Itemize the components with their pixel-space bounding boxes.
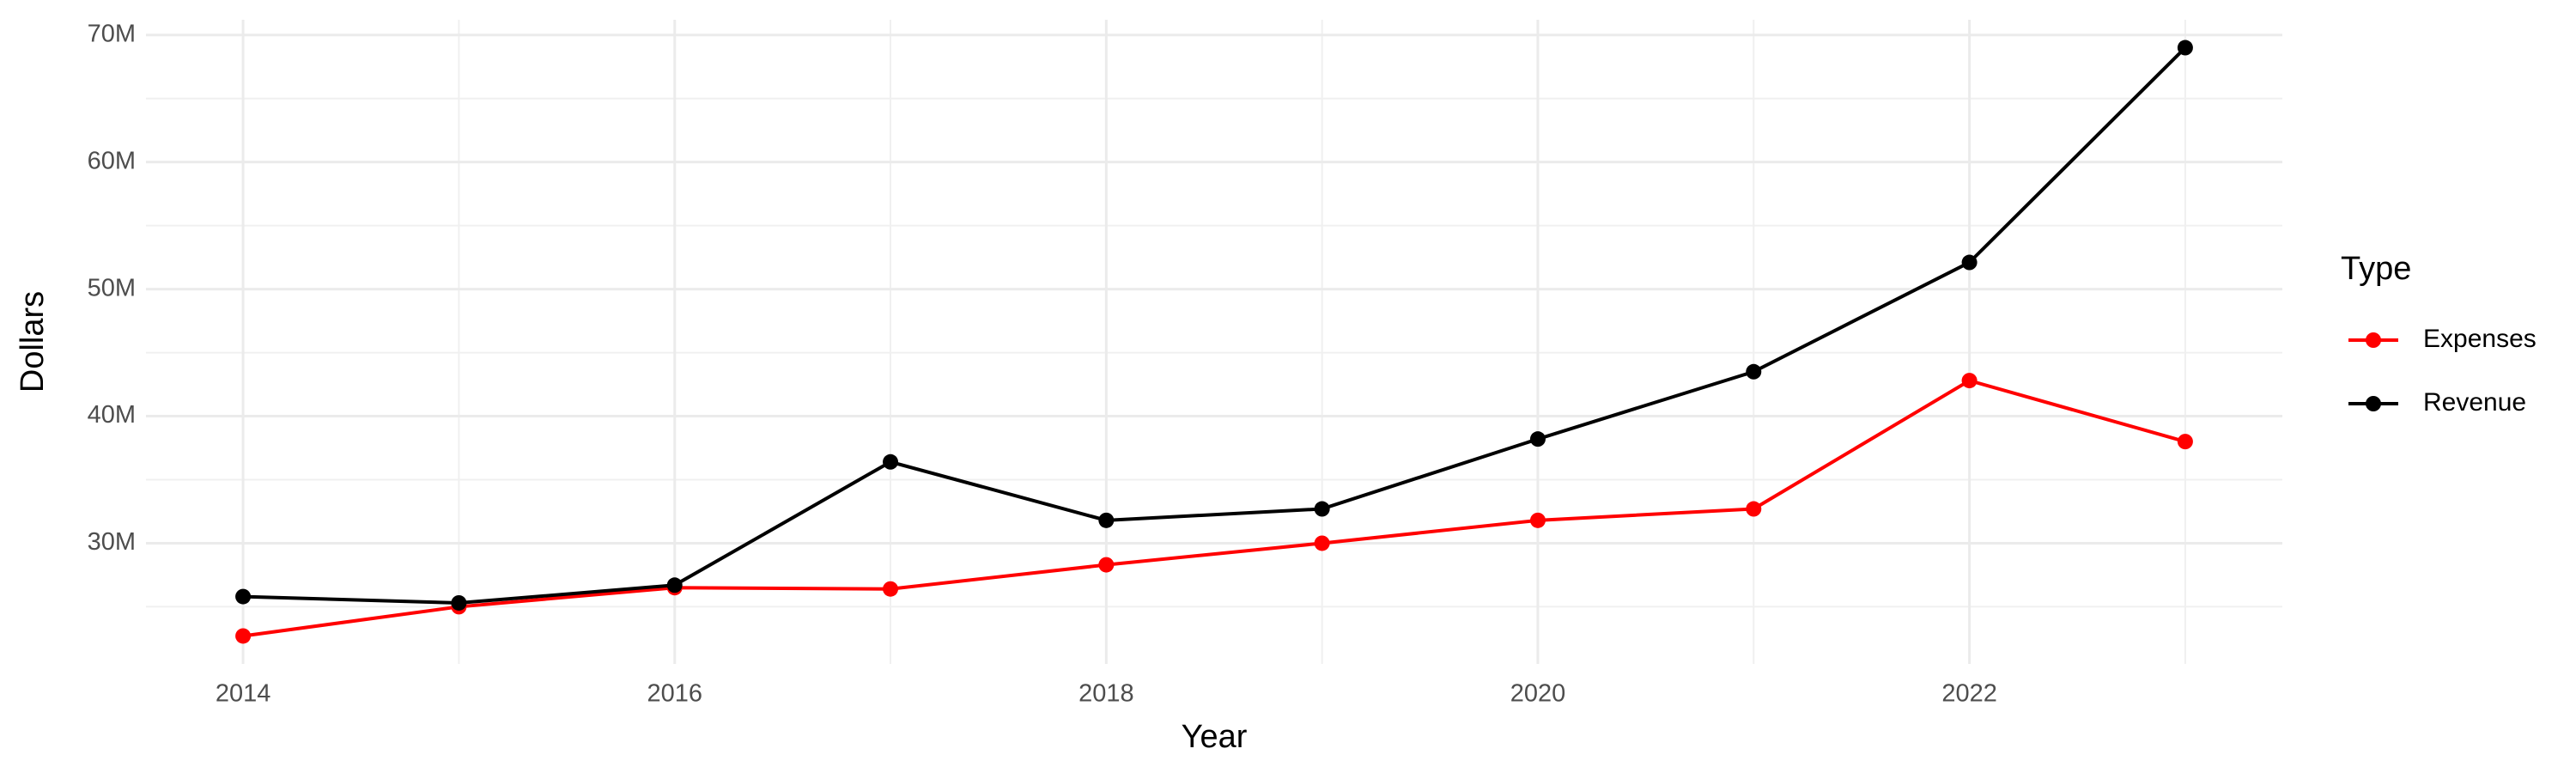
point <box>1529 512 1546 528</box>
point <box>235 588 252 605</box>
y-tick-label: 40M <box>88 401 136 429</box>
point <box>1314 535 1330 551</box>
legend-key <box>2366 332 2381 348</box>
series-line <box>243 46 2187 605</box>
point <box>1746 501 1762 517</box>
point <box>883 581 899 597</box>
series-line <box>242 378 2186 638</box>
y-tick-label: 30M <box>88 528 136 556</box>
point <box>1746 363 1762 380</box>
x-tick-label: 2022 <box>1941 680 1997 708</box>
point <box>1961 373 1978 389</box>
x-tick-label: 2016 <box>647 680 702 708</box>
point <box>1529 431 1546 447</box>
legend-key <box>2366 396 2381 411</box>
y-tick-label: 50M <box>88 274 136 301</box>
legend-label: Expenses <box>2423 325 2537 353</box>
point <box>1098 557 1115 573</box>
point <box>451 594 467 611</box>
x-tick-label: 2018 <box>1078 680 1134 708</box>
point <box>235 628 252 644</box>
legend-label: Revenue <box>2423 388 2526 417</box>
x-axis-title: Year <box>1182 719 1248 755</box>
point <box>883 453 899 470</box>
legend-title: Type <box>2341 251 2411 287</box>
point <box>1961 254 1978 271</box>
x-tick-label: 2014 <box>216 680 271 708</box>
point <box>666 577 683 593</box>
y-tick-label: 60M <box>88 147 136 174</box>
point <box>2177 434 2193 450</box>
x-tick-label: 2020 <box>1510 680 1566 708</box>
point <box>1098 512 1115 528</box>
point <box>1314 501 1330 517</box>
y-tick-label: 70M <box>88 20 136 47</box>
y-axis-title: Dollars <box>15 291 51 393</box>
point <box>2177 40 2193 56</box>
